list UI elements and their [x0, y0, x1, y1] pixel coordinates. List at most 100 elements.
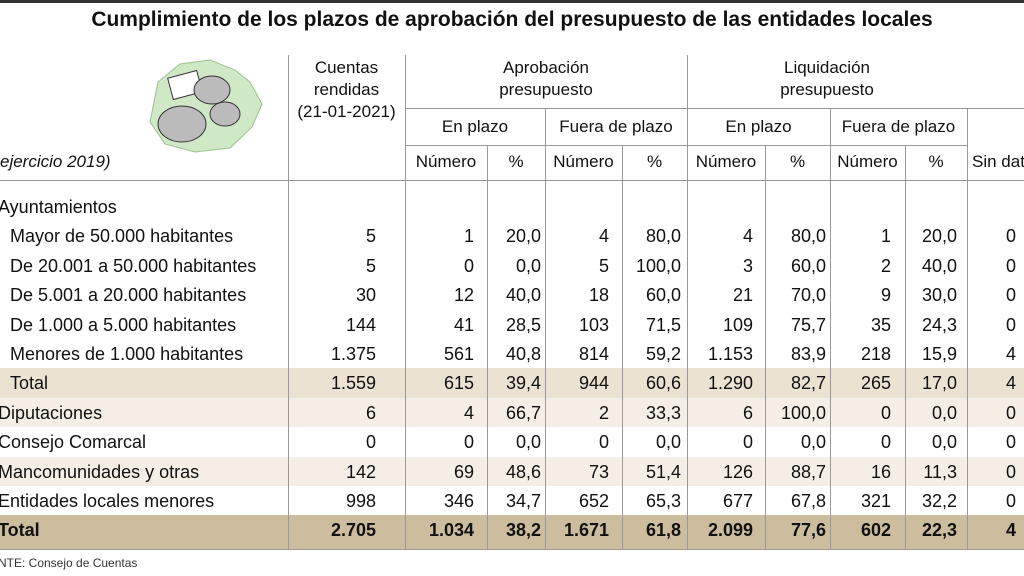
row-label: Diputaciones: [0, 402, 103, 423]
cell: 40,0: [921, 255, 957, 276]
title: Cumplimiento de los plazos de aprobación…: [91, 8, 933, 31]
column-rule: [622, 145, 623, 549]
cell: 218: [860, 344, 891, 364]
row-label: Menores de 1.000 habitantes: [10, 344, 244, 364]
header-rule: [0, 180, 1024, 181]
cell: 40,8: [505, 344, 541, 364]
cell: 82,7: [790, 373, 826, 394]
cell: 9: [880, 285, 891, 306]
row-label: Total: [10, 373, 49, 394]
cell: 652: [578, 491, 609, 511]
header-aprobacion: presupuesto: [499, 80, 593, 99]
cell: 2: [598, 402, 609, 423]
row-label: De 5.001 a 20.000 habitantes: [10, 285, 247, 306]
cell: 48,6: [505, 461, 541, 482]
cell: 4: [742, 226, 753, 247]
row-label: De 1.000 a 5.000 habitantes: [10, 314, 237, 335]
cell: 1: [880, 226, 891, 247]
row-label: Consejo Comarcal: [0, 432, 147, 453]
header-sub: %: [789, 152, 806, 171]
map-icon: [149, 59, 263, 153]
header-rule: [405, 145, 967, 146]
cell: 32,2: [921, 491, 957, 511]
cell: 65,3: [645, 491, 681, 511]
cell: 39,4: [505, 373, 541, 394]
cell: 5: [598, 255, 609, 276]
cell: 34,7: [505, 491, 541, 511]
cell: 4: [1005, 520, 1016, 541]
cell: 1.153: [707, 344, 753, 364]
cell: 0: [1005, 461, 1016, 482]
row-label: Mayor de 50.000 habitantes: [10, 226, 234, 247]
cell: 0: [598, 432, 609, 453]
cell: 38,2: [505, 520, 541, 541]
row-shade: [0, 397, 1024, 428]
row-label: Total: [0, 520, 40, 541]
cell: 30: [355, 285, 376, 306]
cell: 20,0: [505, 226, 541, 247]
header-group: Fuera de plazo: [559, 117, 673, 136]
cell: 88,7: [790, 461, 826, 482]
cell: 1.290: [707, 373, 753, 394]
cell: 60,0: [645, 285, 681, 306]
cell: 4: [463, 402, 474, 423]
cell: 60,0: [790, 255, 826, 276]
source: NTE: Consejo de Cuentas: [0, 556, 138, 570]
period-label: ejercicio 2019): [0, 152, 111, 171]
cell: 1.559: [330, 373, 376, 394]
cell: 80,0: [790, 226, 826, 247]
cell: 4: [598, 226, 609, 247]
column-rule: [905, 145, 906, 549]
cell: 0,0: [515, 432, 541, 453]
cell: 35: [870, 314, 891, 335]
cell: 5: [365, 226, 376, 247]
header-group: Fuera de plazo: [841, 117, 956, 136]
column-rule: [765, 145, 766, 549]
cell: 100,0: [780, 402, 826, 423]
cell: 18: [588, 285, 609, 306]
cell: 3: [742, 255, 753, 276]
cell: 17,0: [921, 373, 957, 394]
cell: 0: [1005, 226, 1016, 247]
header-sub: Número: [837, 152, 898, 171]
cell: 126: [722, 461, 753, 482]
top-rule: [0, 0, 1024, 3]
cell: 60,6: [645, 373, 681, 394]
header-sub: %: [646, 152, 663, 171]
column-rule: [487, 145, 488, 549]
cell: 100,0: [635, 255, 681, 276]
bottom-rule: [0, 548, 1024, 550]
cell: 1.671: [563, 520, 609, 541]
cell: 602: [860, 520, 891, 541]
cell: 0: [365, 432, 376, 453]
cell: 0,0: [800, 432, 826, 453]
column-rule: [288, 55, 289, 549]
cell: 11,3: [923, 461, 957, 482]
cell: 0: [1005, 491, 1016, 511]
header-sub: Número: [695, 152, 757, 171]
cell: 346: [443, 491, 474, 511]
cell: 677: [722, 491, 753, 511]
cell: 2: [880, 255, 891, 276]
column-rule: [967, 108, 968, 549]
cell: 265: [860, 373, 891, 394]
cell: 5: [365, 255, 376, 276]
cell: 15,9: [921, 344, 957, 364]
header-sub: %: [928, 152, 944, 171]
cell: 75,7: [790, 314, 826, 335]
cell: 944: [578, 373, 609, 394]
cell: 16: [870, 461, 891, 482]
header-cuentas: rendidas: [313, 80, 380, 99]
cell: 24,3: [921, 314, 957, 335]
cell: 30,0: [921, 285, 957, 306]
header-group: En plazo: [725, 117, 792, 136]
cell: 0: [1005, 402, 1016, 423]
header-group: En plazo: [441, 117, 509, 136]
cell: 321: [860, 491, 891, 511]
cell: 33,3: [645, 402, 681, 423]
cell: 4: [1005, 373, 1016, 394]
cell: 40,0: [505, 285, 541, 306]
cell: 41: [453, 314, 474, 335]
header-rule: [405, 108, 1024, 109]
